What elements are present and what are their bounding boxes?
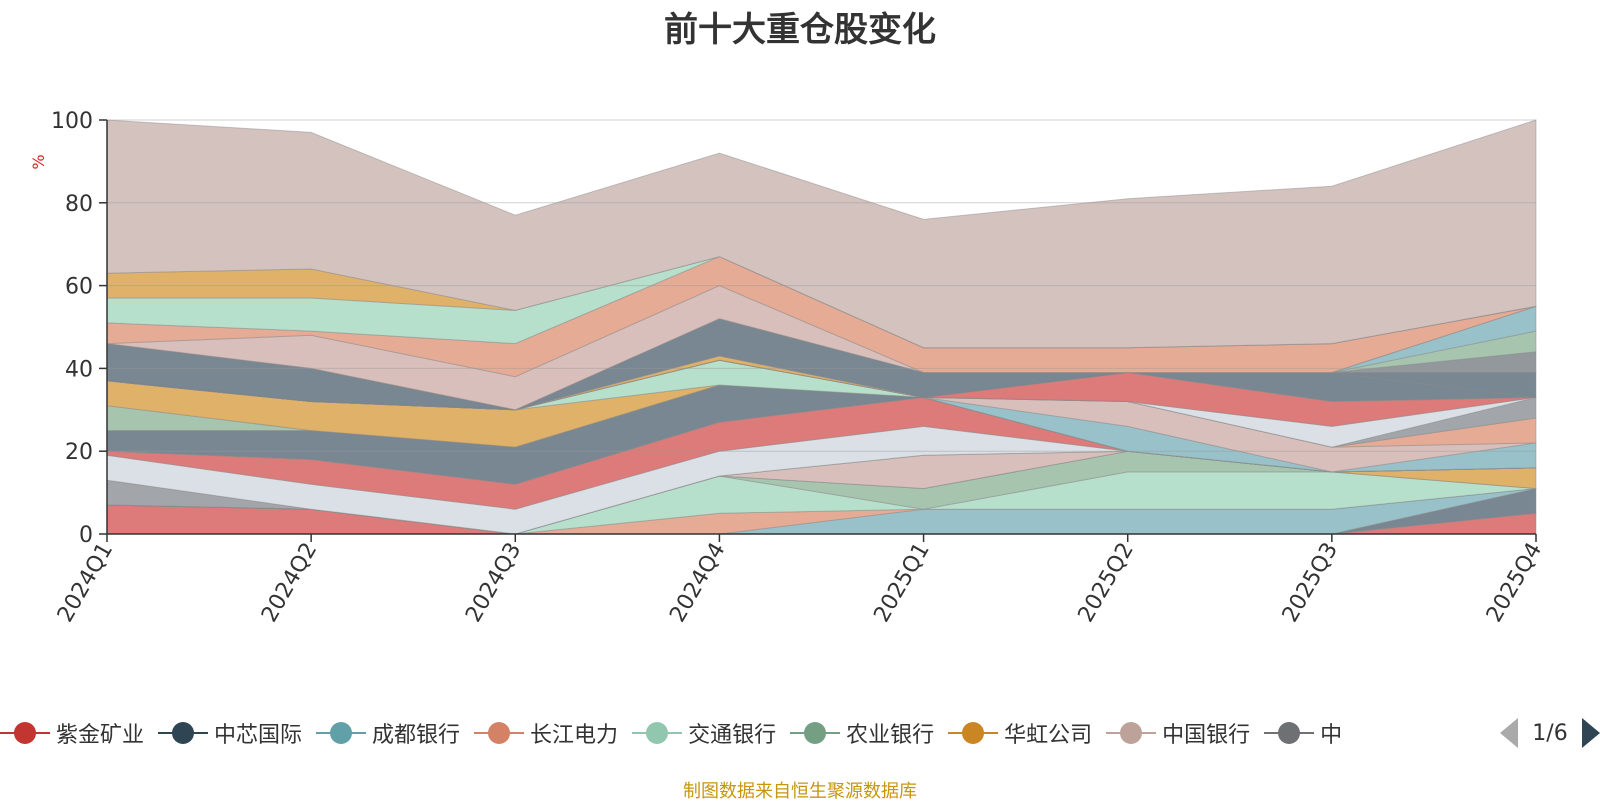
legend-marker-icon <box>316 721 367 745</box>
y-tick-label: 0 <box>79 523 93 548</box>
y-axis-label: % <box>29 154 48 169</box>
chart-title: 前十大重仓股变化 <box>664 10 936 50</box>
legend-label: 长江电力 <box>530 723 619 748</box>
y-tick-label: 100 <box>51 109 93 134</box>
legend-next-button[interactable] <box>1582 718 1600 748</box>
x-tick-label: 2025Q2 <box>1074 539 1139 627</box>
legend-marker-icon <box>1264 721 1315 745</box>
y-tick-label: 20 <box>65 440 93 465</box>
legend-pager: 1/6 <box>1500 715 1600 751</box>
x-tick-label: 2025Q1 <box>869 539 934 627</box>
area-series-18 <box>106 359 1537 448</box>
x-tick-label: 2024Q1 <box>53 539 118 627</box>
legend-label: 农业银行 <box>846 723 935 748</box>
x-tick-label: 2025Q4 <box>1482 539 1547 627</box>
legend-item[interactable]: 紫金矿业 <box>0 717 144 749</box>
legend-marker-icon <box>1106 721 1157 745</box>
legend-label: 成都银行 <box>372 723 461 748</box>
x-tick-label: 2024Q2 <box>257 539 322 627</box>
y-tick-label: 40 <box>65 357 93 382</box>
legend-marker-icon <box>790 721 841 745</box>
legend-item[interactable]: 农业银行 <box>790 717 934 749</box>
legend-marker-icon <box>158 721 209 745</box>
legend-marker-icon <box>948 721 999 745</box>
x-tick-label: 2024Q3 <box>461 539 526 627</box>
legend-item[interactable]: 中 <box>1264 717 1342 749</box>
legend-item[interactable]: 华虹公司 <box>948 717 1092 749</box>
area-series-32 <box>106 119 1537 349</box>
legend-label: 紫金矿业 <box>56 723 145 748</box>
legend-label: 中芯国际 <box>214 723 303 748</box>
legend-page-indicator: 1/6 <box>1532 720 1568 746</box>
legend-item[interactable]: 长江电力 <box>474 717 618 749</box>
area-layer <box>106 119 1537 535</box>
legend-marker-icon <box>0 721 50 745</box>
legend-item[interactable]: 成都银行 <box>316 717 460 749</box>
x-tick-label: 2024Q4 <box>665 539 730 627</box>
area-series-19 <box>106 359 1537 448</box>
legend-label: 华虹公司 <box>1004 723 1093 748</box>
y-tick-label: 60 <box>65 275 93 300</box>
legend-marker-icon <box>632 721 683 745</box>
legend-item[interactable]: 中芯国际 <box>158 717 302 749</box>
legend-label: 交通银行 <box>688 723 777 748</box>
legend-label: 中 <box>1320 723 1343 748</box>
legend-prev-button[interactable] <box>1500 718 1518 748</box>
legend: 紫金矿业 中芯国际 成都银行 长江电力 交通银行 农业银行 华虹公司 中国银行 中 <box>0 715 1600 751</box>
grid-layer <box>107 119 1536 452</box>
legend-item[interactable]: 中国银行 <box>1106 717 1250 749</box>
legend-item[interactable]: 交通银行 <box>632 717 776 749</box>
source-note: 制图数据来自恒生聚源数据库 <box>683 781 917 802</box>
area-series-16 <box>106 359 1537 473</box>
legend-label: 中国银行 <box>1162 723 1251 748</box>
x-tick-label: 2025Q3 <box>1278 539 1343 627</box>
legend-marker-icon <box>474 721 525 745</box>
y-tick-label: 80 <box>65 192 93 217</box>
area-series-22 <box>106 343 1537 411</box>
